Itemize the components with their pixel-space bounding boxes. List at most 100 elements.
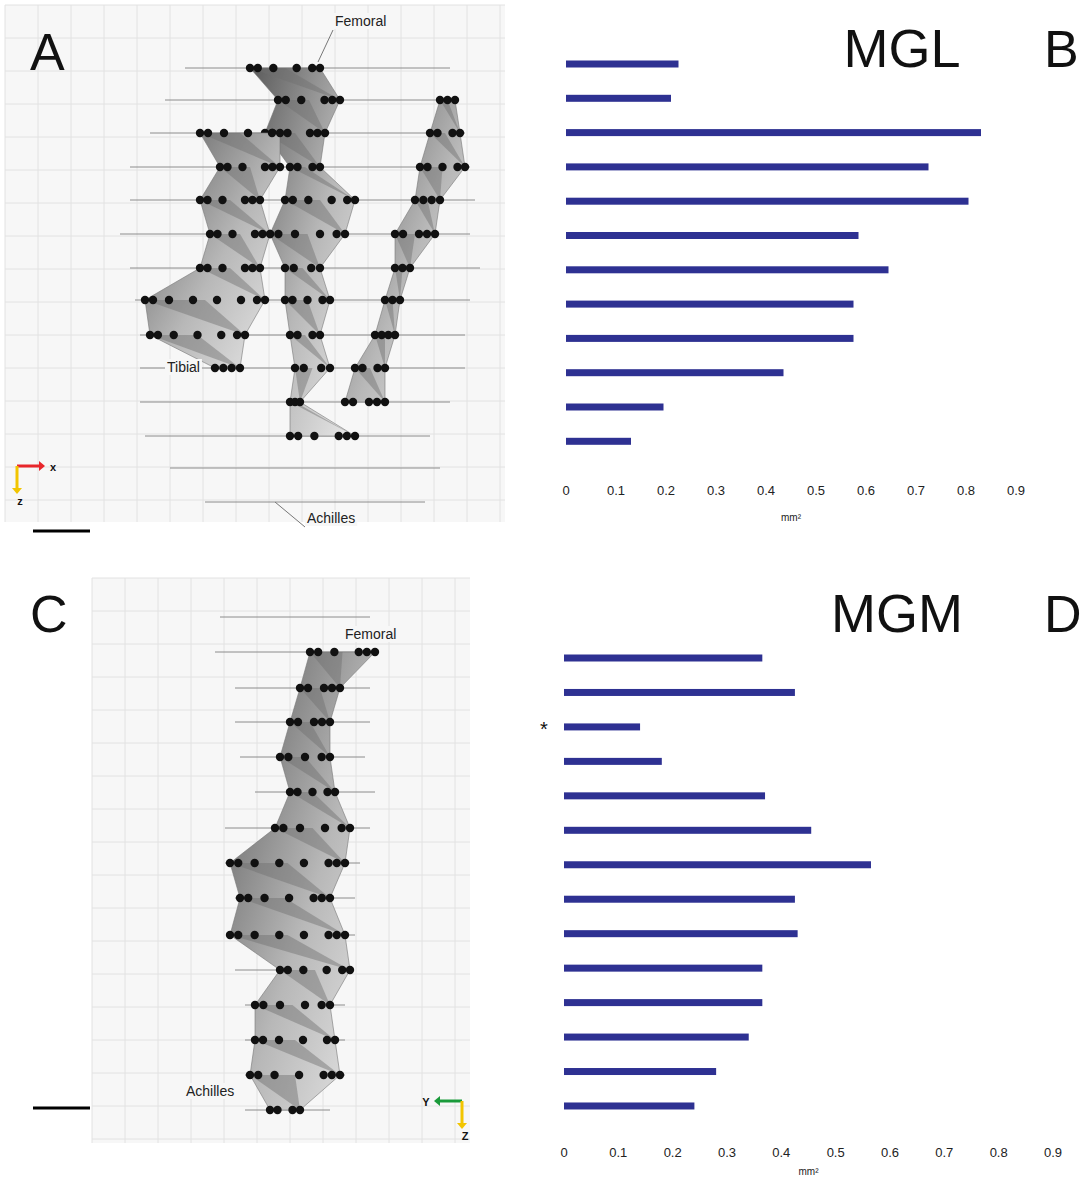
bar-chart: 00.10.20.30.40.50.60.70.80.9mm²*MGMD: [540, 583, 1081, 1177]
bar: [566, 404, 664, 411]
contour-point: [282, 96, 290, 104]
contour-point: [346, 966, 354, 974]
contour-point: [320, 96, 328, 104]
surface-facet: [290, 722, 330, 757]
axis-arrow: [461, 1101, 464, 1123]
background-grid: [467, 5, 468, 522]
contour-point: [234, 859, 242, 867]
background-grid: [92, 677, 470, 678]
contour-point: [381, 398, 389, 406]
section-line: [170, 468, 440, 469]
bar: [566, 198, 969, 205]
surface-facet: [200, 200, 270, 234]
background-grid: [455, 578, 456, 1143]
contour-point: [341, 859, 349, 867]
surface-facet: [285, 300, 320, 335]
contour-point: [314, 648, 322, 656]
contour-point: [284, 966, 292, 974]
contour-point: [313, 129, 321, 137]
contour-point: [320, 684, 328, 692]
surface-facet: [210, 234, 260, 268]
contour-point: [165, 296, 173, 304]
contour-point: [326, 718, 334, 726]
surface: [250, 68, 355, 436]
contour-point: [411, 196, 419, 204]
contour-point: [336, 1071, 344, 1079]
contour-point: [268, 163, 276, 171]
axis-arrow: [17, 465, 39, 468]
surface-facet: [285, 268, 330, 300]
contour-point: [391, 264, 399, 272]
tick-label: 0: [562, 483, 569, 498]
background-grid: [170, 5, 171, 522]
contour-point: [335, 432, 343, 440]
contour-point: [220, 129, 228, 137]
surface-facet: [255, 1040, 340, 1075]
section-line: [205, 502, 425, 503]
bar: [564, 861, 871, 868]
contour-point: [326, 1001, 334, 1009]
contour-point: [286, 788, 294, 796]
contour-point: [219, 364, 227, 372]
chart-title: MGM: [831, 583, 963, 643]
contour-point: [297, 96, 305, 104]
contour-point: [346, 824, 354, 832]
tick-label: 0.6: [857, 483, 875, 498]
bar: [566, 95, 671, 102]
contour-point: [316, 230, 324, 238]
contour-point: [453, 163, 461, 171]
contour-point: [274, 96, 282, 104]
surface-facet: [220, 167, 260, 200]
surface-facet: [200, 268, 265, 300]
bar: [566, 266, 889, 273]
surface-facet: [250, 1075, 300, 1110]
axis-arrow: [16, 466, 19, 488]
background-grid: [125, 578, 126, 1143]
contour-point: [189, 296, 197, 304]
contour-point: [261, 163, 269, 171]
contour-point: [433, 129, 441, 137]
surface-facet: [290, 792, 350, 828]
contour-point: [254, 64, 262, 72]
panel-letter: B: [1044, 20, 1079, 78]
contour-point: [241, 331, 249, 339]
surface-facet: [145, 300, 245, 335]
contour-point: [296, 398, 304, 406]
surface-facet: [415, 200, 435, 234]
background-grid: [422, 578, 423, 1143]
contour-point: [170, 331, 178, 339]
contour-point: [226, 859, 234, 867]
panel-background: [5, 5, 505, 522]
axis-arrowhead: [434, 1096, 440, 1106]
bar: [564, 723, 640, 730]
contour-point: [316, 331, 324, 339]
tick-label: 0.1: [609, 1145, 627, 1160]
contour-point: [274, 230, 282, 238]
surface-facet: [295, 368, 313, 402]
background-grid: [368, 5, 369, 522]
contour-point: [318, 894, 326, 902]
contour-point: [461, 163, 469, 171]
contour-point: [321, 824, 329, 832]
contour-point: [216, 163, 224, 171]
section-line: [220, 617, 370, 618]
bar: [566, 335, 854, 342]
contour-point: [250, 859, 258, 867]
contour-point: [146, 331, 154, 339]
reconstruction-panel: FemoralTibialAchillesxz: [5, 5, 505, 531]
contour-point: [196, 264, 204, 272]
contour-point: [326, 364, 334, 372]
contour-point: [204, 129, 212, 137]
axis-arrow: [440, 1100, 462, 1103]
tick-label: 0.9: [1007, 483, 1025, 498]
contour-point: [316, 163, 324, 171]
tick-label: 0.1: [607, 483, 625, 498]
contour-point: [365, 398, 373, 406]
contour-point: [316, 64, 324, 72]
surface-facet: [440, 100, 460, 133]
contour-point: [276, 966, 284, 974]
contour-point: [196, 129, 204, 137]
contour-point: [333, 931, 341, 939]
contour-point: [286, 163, 294, 171]
contour-point: [338, 966, 346, 974]
